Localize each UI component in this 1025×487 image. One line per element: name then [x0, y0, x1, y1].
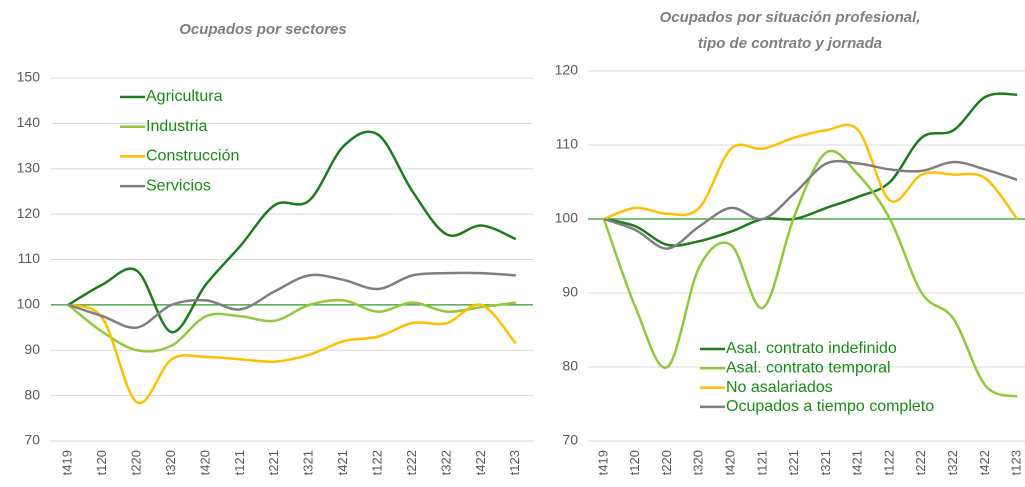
- x-tick-label: t221: [266, 450, 281, 475]
- x-tick-label: t421: [335, 450, 350, 475]
- y-tick-label: 100: [17, 296, 41, 312]
- y-tick-label: 80: [562, 358, 578, 374]
- legend-label: Agricultura: [146, 88, 223, 105]
- legend-label: Construcción: [146, 148, 239, 165]
- x-tick-label: t123: [1009, 450, 1024, 475]
- x-tick-label: t123: [507, 450, 522, 475]
- x-tick-label: t422: [977, 450, 992, 475]
- x-tick-label: t120: [94, 450, 109, 475]
- x-tick-label: t320: [691, 450, 706, 475]
- legend-label: Servicios: [146, 177, 211, 194]
- series-line: [67, 298, 516, 353]
- x-tick-label: t419: [60, 450, 75, 475]
- series-line: [67, 303, 517, 405]
- series-line: [603, 159, 1018, 250]
- legend-label: No asalariados: [726, 379, 833, 396]
- x-tick-label: t220: [129, 450, 144, 475]
- x-tick-label: t122: [370, 450, 385, 475]
- y-tick-label: 140: [17, 114, 41, 130]
- series-line: [67, 130, 517, 334]
- y-tick-label: 100: [555, 210, 579, 226]
- y-tick-label: 90: [24, 341, 40, 357]
- x-tick-label: t120: [627, 450, 642, 475]
- x-tick-label: t222: [404, 450, 419, 475]
- x-tick-label: t221: [786, 450, 801, 475]
- y-tick-label: 70: [24, 432, 40, 448]
- x-tick-label: t321: [818, 450, 833, 475]
- y-tick-label: 110: [18, 250, 41, 266]
- chart-title: Ocupados por situación profesional,: [660, 9, 921, 26]
- series-line: [603, 92, 1018, 247]
- x-tick-label: t121: [754, 450, 769, 475]
- x-tick-label: t420: [197, 450, 212, 475]
- series-line: [67, 271, 516, 330]
- y-tick-label: 70: [562, 432, 578, 448]
- x-tick-label: t421: [850, 450, 865, 475]
- x-tick-label: t419: [595, 450, 610, 475]
- chart-title: tipo de contrato y jornada: [698, 35, 882, 52]
- series-line: [602, 149, 1018, 398]
- x-tick-label: t321: [301, 450, 316, 475]
- legend-label: Asal. contrato temporal: [726, 360, 891, 377]
- chart-title: Ocupados por sectores: [179, 21, 347, 38]
- y-tick-label: 120: [17, 205, 41, 221]
- y-tick-label: 80: [24, 386, 40, 402]
- x-tick-label: t422: [473, 450, 488, 475]
- y-tick-label: 110: [556, 136, 579, 152]
- series-line: [603, 123, 1019, 221]
- x-tick-label: t320: [163, 450, 178, 475]
- y-tick-label: 90: [562, 284, 578, 300]
- legend-label: Asal. contrato indefinido: [726, 340, 897, 357]
- x-tick-label: t322: [945, 450, 960, 475]
- x-tick-label: t121: [232, 450, 247, 475]
- y-tick-label: 120: [555, 62, 579, 78]
- x-tick-label: t220: [659, 450, 674, 475]
- legend-label: Industria: [146, 118, 207, 135]
- x-tick-label: t222: [913, 450, 928, 475]
- x-tick-label: t122: [881, 450, 896, 475]
- y-tick-label: 130: [17, 159, 41, 175]
- y-tick-label: 150: [17, 69, 41, 85]
- legend-label: Ocupados a tiempo completo: [726, 398, 934, 415]
- x-tick-label: t420: [722, 450, 737, 475]
- x-tick-label: t322: [438, 450, 453, 475]
